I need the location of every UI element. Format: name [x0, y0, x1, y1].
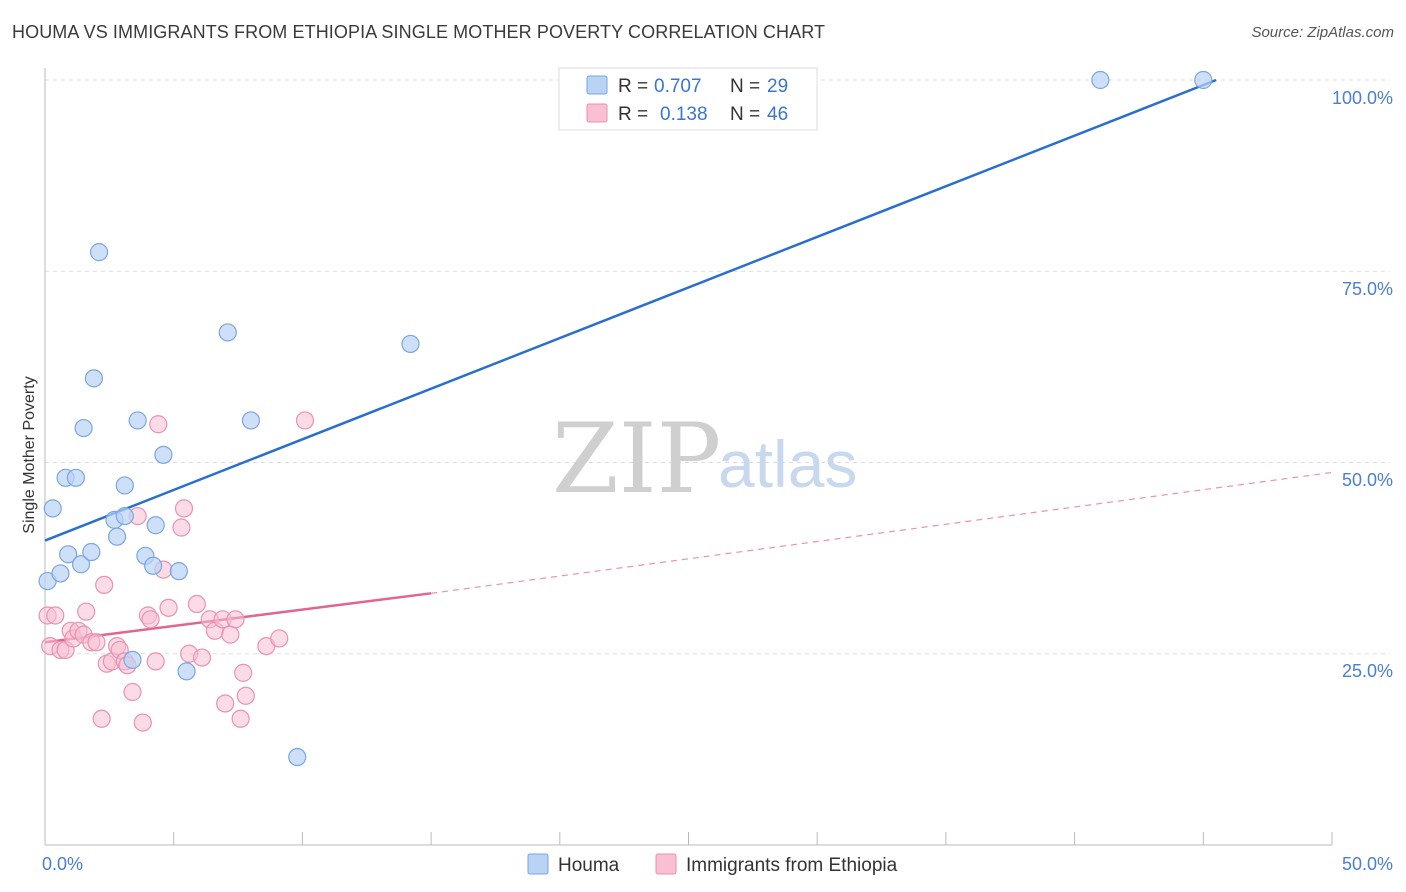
point-ethiopia — [123, 682, 142, 702]
point-ethiopia — [192, 648, 212, 667]
x-tick-label-min: 0.0% — [42, 854, 83, 874]
point-houma — [154, 445, 173, 464]
x-ticks — [44, 832, 1333, 845]
point-ethiopia — [95, 575, 114, 595]
series-ethiopia-points — [38, 411, 315, 732]
legend-houma-n-value: 29 — [767, 76, 788, 97]
chart-title: HOUMA VS IMMIGRANTS FROM ETHIOPIA SINGLE… — [12, 22, 826, 42]
point-ethiopia — [146, 652, 165, 671]
watermark-atlas: atlas — [718, 427, 857, 501]
series-houma-points — [38, 70, 1213, 767]
trendline-ethiopia-extrapolated — [431, 471, 1333, 594]
point-ethiopia — [172, 518, 191, 537]
point-ethiopia — [87, 633, 106, 652]
point-ethiopia — [77, 602, 96, 621]
point-ethiopia — [226, 610, 245, 629]
legend-bottom-ethiopia-label: Immigrants from Ethiopia — [686, 855, 898, 876]
legend-ethiopia-r-value: 0.138 — [660, 104, 708, 125]
point-ethiopia — [221, 625, 240, 644]
gridlines — [45, 79, 1390, 655]
trendlines — [44, 78, 1333, 644]
legend-houma-n-label: N = — [730, 76, 760, 97]
legend-houma-r-label: R = — [618, 76, 648, 97]
point-ethiopia — [234, 663, 253, 682]
point-houma — [82, 542, 101, 562]
point-houma — [128, 411, 147, 430]
source-label: Source: ZipAtlas.com — [1251, 24, 1394, 41]
point-ethiopia — [133, 713, 152, 732]
point-ethiopia — [149, 415, 168, 434]
point-houma — [241, 411, 261, 430]
point-houma — [115, 506, 134, 526]
point-houma — [401, 334, 420, 354]
y-tick-label-75: 75.0% — [1342, 279, 1393, 299]
legend-ethiopia-r-label: R = — [618, 104, 648, 125]
point-ethiopia — [216, 694, 235, 713]
legend-houma-swatch — [586, 75, 608, 95]
trendline-houma — [44, 78, 1217, 542]
point-houma — [107, 527, 127, 546]
point-houma — [84, 369, 104, 388]
point-houma — [51, 564, 70, 583]
legend-ethiopia-n-value: 46 — [767, 104, 788, 125]
point-ethiopia — [231, 709, 250, 728]
legend-bottom-ethiopia-swatch — [655, 853, 677, 875]
point-ethiopia — [174, 499, 194, 518]
y-tick-label-100: 100.0% — [1332, 88, 1393, 108]
point-houma — [288, 747, 307, 767]
point-houma — [146, 516, 165, 535]
legend-houma-r-value: 0.707 — [654, 76, 702, 97]
point-ethiopia — [141, 610, 160, 629]
point-houma — [1194, 70, 1213, 90]
legend-bottom-houma-label: Houma — [558, 855, 620, 876]
point-houma — [74, 418, 93, 438]
point-ethiopia — [187, 594, 206, 614]
point-ethiopia — [92, 709, 111, 728]
y-axis-label: Single Mother Poverty — [21, 376, 38, 533]
point-ethiopia — [159, 598, 178, 617]
y-tick-label-50: 50.0% — [1342, 470, 1393, 490]
legend-ethiopia-swatch — [586, 103, 608, 123]
point-houma — [43, 499, 62, 518]
legend-bottom: Houma Immigrants from Ethiopia — [527, 853, 898, 876]
point-ethiopia — [270, 629, 289, 648]
y-tick-label-25: 25.0% — [1342, 661, 1393, 681]
point-ethiopia — [295, 411, 315, 430]
point-houma — [177, 662, 196, 681]
point-ethiopia — [236, 686, 255, 705]
point-houma — [89, 243, 109, 262]
point-houma — [144, 556, 163, 575]
x-tick-label-max: 50.0% — [1342, 854, 1393, 874]
watermark-zip: ZIP — [552, 403, 721, 515]
legend-bottom-houma-swatch — [527, 853, 549, 875]
legend-top: R = 0.707 N = 29 R = 0.138 N = 46 — [558, 67, 818, 131]
legend-ethiopia-n-label: N = — [730, 104, 760, 125]
point-houma — [71, 555, 91, 574]
point-houma — [123, 650, 142, 669]
point-ethiopia — [46, 606, 65, 625]
point-houma — [59, 545, 78, 564]
point-houma — [66, 468, 85, 487]
point-houma — [218, 323, 237, 342]
point-houma — [169, 562, 188, 581]
point-houma — [1091, 70, 1110, 90]
point-houma — [115, 476, 134, 495]
